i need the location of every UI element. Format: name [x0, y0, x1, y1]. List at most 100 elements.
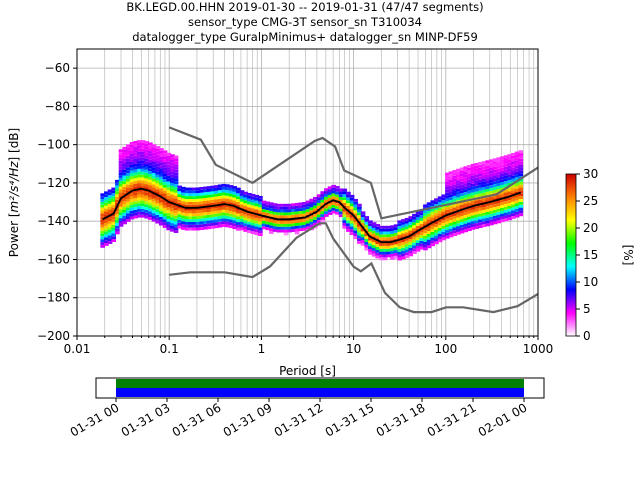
heat-cell [129, 196, 135, 200]
heat-cell [320, 194, 326, 197]
heat-cell [393, 244, 399, 248]
heat-cell [349, 226, 355, 230]
heat-cell [129, 213, 135, 217]
heat-cell [155, 212, 161, 215]
heat-cell [500, 205, 505, 208]
heat-cell [485, 191, 491, 195]
heat-cell [195, 227, 201, 231]
heat-cell [111, 216, 117, 220]
heat-cell [456, 180, 461, 184]
heat-cell [386, 248, 392, 252]
heat-cell [170, 191, 175, 195]
heat-cell [148, 153, 153, 157]
heat-cell [437, 202, 443, 205]
heat-cell [401, 233, 406, 237]
heat-cell [184, 201, 190, 205]
heat-cell [368, 226, 373, 229]
heat-cell [478, 187, 483, 191]
heat-cell [221, 192, 227, 196]
heat-cell [276, 223, 282, 227]
heat-cell [507, 171, 513, 175]
heat-cell [140, 163, 146, 166]
heat-cell [137, 145, 142, 149]
heat-cell [111, 230, 117, 234]
heat-cell [503, 169, 509, 173]
heat-cell [151, 172, 157, 176]
heat-cell [309, 198, 315, 202]
heat-cell [148, 171, 153, 174]
heat-cell [346, 226, 351, 229]
heat-cell [140, 211, 146, 215]
heat-cell [316, 220, 322, 223]
heat-cell [397, 251, 403, 255]
heat-cell [470, 221, 476, 225]
heat-cell [111, 239, 117, 243]
heat-cell [335, 211, 340, 215]
heat-cell [470, 189, 476, 193]
heat-cell [126, 207, 131, 211]
heat-cell [199, 209, 205, 213]
x-tick-label: 1000 [523, 342, 554, 356]
heat-cell [173, 172, 179, 176]
heat-cell [456, 171, 461, 175]
y-tick-label: −140 [37, 214, 70, 228]
heat-cell [393, 247, 399, 251]
heat-cell [118, 218, 124, 221]
heat-cell [463, 180, 469, 184]
heat-cell [514, 203, 520, 207]
heat-cell [144, 204, 150, 208]
heat-cell [437, 207, 443, 211]
heat-cell [349, 223, 355, 227]
heat-cell [159, 153, 164, 157]
heat-cell [199, 204, 205, 208]
heat-cell [459, 190, 465, 194]
heat-cell [258, 204, 263, 208]
heat-cell [206, 186, 212, 189]
heat-cell [291, 203, 296, 207]
heat-cell [470, 166, 476, 170]
heat-cell [485, 220, 491, 224]
heat-cell [217, 204, 223, 208]
heat-cell [129, 144, 135, 148]
heat-cell [166, 181, 172, 185]
heat-cell [492, 178, 498, 182]
heat-cell [188, 222, 194, 225]
heat-cell [243, 226, 249, 230]
heat-cell [379, 245, 384, 249]
heat-cell [173, 189, 179, 193]
heat-cell [129, 173, 135, 177]
heat-cell [316, 205, 322, 209]
heat-cell [137, 197, 142, 201]
heat-cell [188, 193, 194, 197]
heat-cell [151, 147, 157, 150]
heat-cell [437, 230, 443, 234]
heat-cell [162, 182, 168, 185]
heat-cell [236, 213, 241, 217]
heat-cell [320, 219, 326, 223]
heat-cell [162, 216, 168, 220]
heat-cell [188, 199, 194, 202]
heat-cell [415, 231, 421, 235]
heat-cell [210, 200, 216, 203]
heat-cell [162, 190, 168, 194]
heat-cell [467, 173, 472, 177]
heat-cell [155, 163, 161, 167]
heat-cell [137, 188, 142, 192]
heat-cell [162, 176, 168, 180]
heat-cell [144, 181, 150, 185]
heat-cell [503, 166, 509, 170]
heat-cell [357, 226, 362, 230]
heat-cell [137, 168, 142, 172]
heat-cell [111, 199, 117, 202]
heat-cell [115, 194, 120, 198]
heat-cell [126, 204, 131, 208]
heat-cell [390, 233, 395, 237]
heat-cell [496, 217, 502, 221]
heat-cell [159, 199, 164, 203]
heat-cell [170, 165, 175, 169]
heat-cell [203, 189, 208, 193]
heat-cell [518, 173, 524, 177]
heat-cell [195, 201, 201, 205]
heat-cell [166, 158, 172, 162]
heat-cell [206, 197, 212, 201]
